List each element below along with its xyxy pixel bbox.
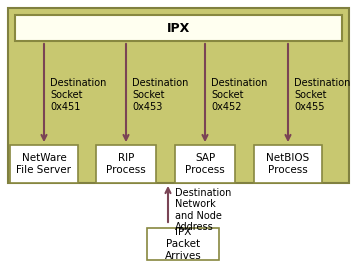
Bar [8, 8, 349, 183]
Text: Destination
Network
and Node
Address: Destination Network and Node Address [175, 188, 231, 232]
Bar [147, 228, 219, 260]
Text: NetWare
File Server: NetWare File Server [16, 153, 71, 175]
Bar [175, 145, 235, 183]
Bar [10, 145, 78, 183]
Text: Destination
Socket
0x455: Destination Socket 0x455 [294, 78, 350, 112]
Bar [254, 145, 322, 183]
Text: IPX: IPX [166, 21, 190, 34]
Text: SAP
Process: SAP Process [185, 153, 225, 175]
Text: Destination
Socket
0x452: Destination Socket 0x452 [211, 78, 267, 112]
Text: RIP
Process: RIP Process [106, 153, 146, 175]
Bar [96, 145, 156, 183]
Text: Destination
Socket
0x453: Destination Socket 0x453 [132, 78, 188, 112]
Bar [15, 15, 342, 41]
Text: NetBIOS
Process: NetBIOS Process [266, 153, 310, 175]
Text: IPX
Packet
Arrives: IPX Packet Arrives [165, 227, 201, 260]
Text: Destination
Socket
0x451: Destination Socket 0x451 [50, 78, 106, 112]
